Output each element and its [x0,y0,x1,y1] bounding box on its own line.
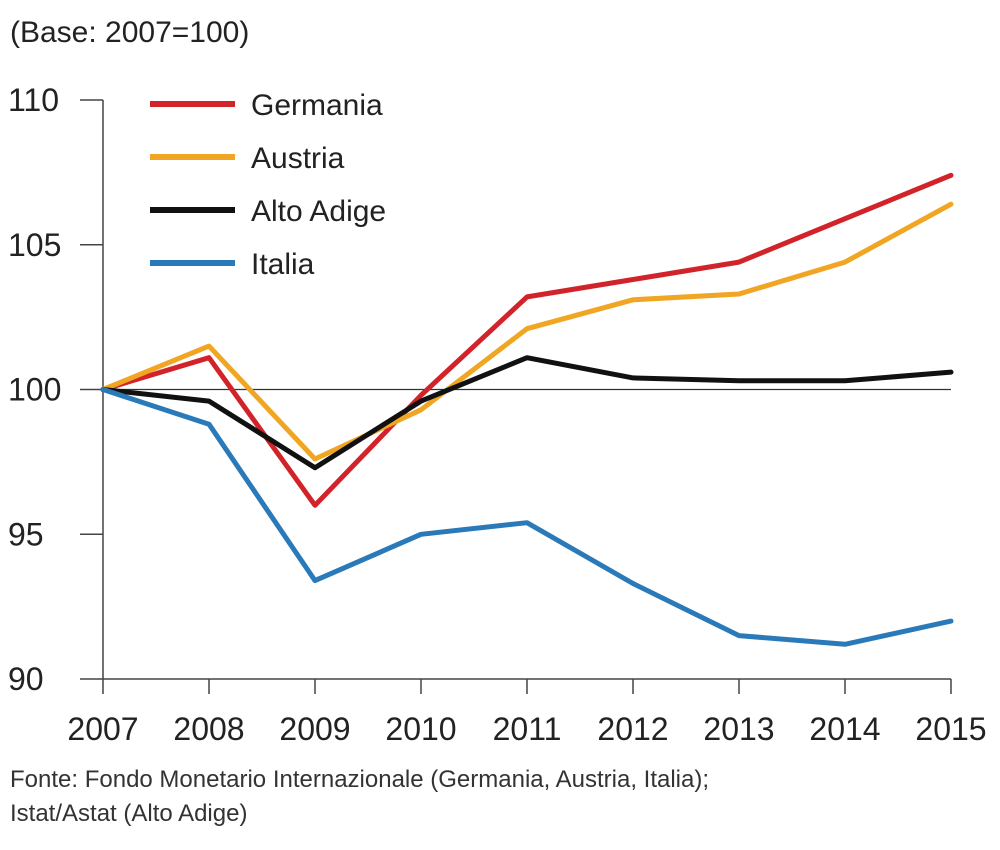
legend-label-italia: Italia [251,248,315,281]
series-line-germania [100,172,954,508]
x-tick-label: 2009 [279,711,350,747]
x-tick-label: 2015 [915,711,986,747]
x-tick-label: 2007 [67,711,138,747]
x-tick-label: 2013 [703,711,774,747]
legend-label-germania: Germania [251,89,383,122]
y-tick-label: 95 [8,516,44,552]
x-tick-label: 2010 [385,711,456,747]
base-note: (Base: 2007=100) [10,16,250,49]
source-line-2: Istat/Astat (Alto Adige) [10,800,248,827]
series-line-austria [100,201,954,462]
legend-label-alto-adige: Alto Adige [251,195,386,228]
y-tick-label: 100 [8,372,61,408]
x-tick-label: 2014 [809,711,880,747]
y-tick-label: 90 [8,661,44,697]
y-tick-label: 110 [8,82,59,118]
x-tick-label: 2012 [597,711,668,747]
x-axis: 2007 2008 2009 2010 2011 2012 2013 2014 2015 [67,678,987,747]
y-tick-label: 105 [8,227,61,263]
y-axis: 90 95 100 105 110 [8,82,951,697]
series-lines [100,172,954,647]
x-tick-label: 2011 [493,711,562,747]
source-line-1: Fonte: Fondo Monetario Internazionale (G… [10,766,710,793]
legend: Germania Austria Alto Adige Italia [150,89,386,281]
series-line-alto-adige [100,355,954,471]
legend-label-austria: Austria [251,142,345,175]
x-tick-label: 2008 [173,711,244,747]
source-note: Fonte: Fondo Monetario Internazionale (G… [10,763,970,831]
series-line-italia [100,387,954,647]
